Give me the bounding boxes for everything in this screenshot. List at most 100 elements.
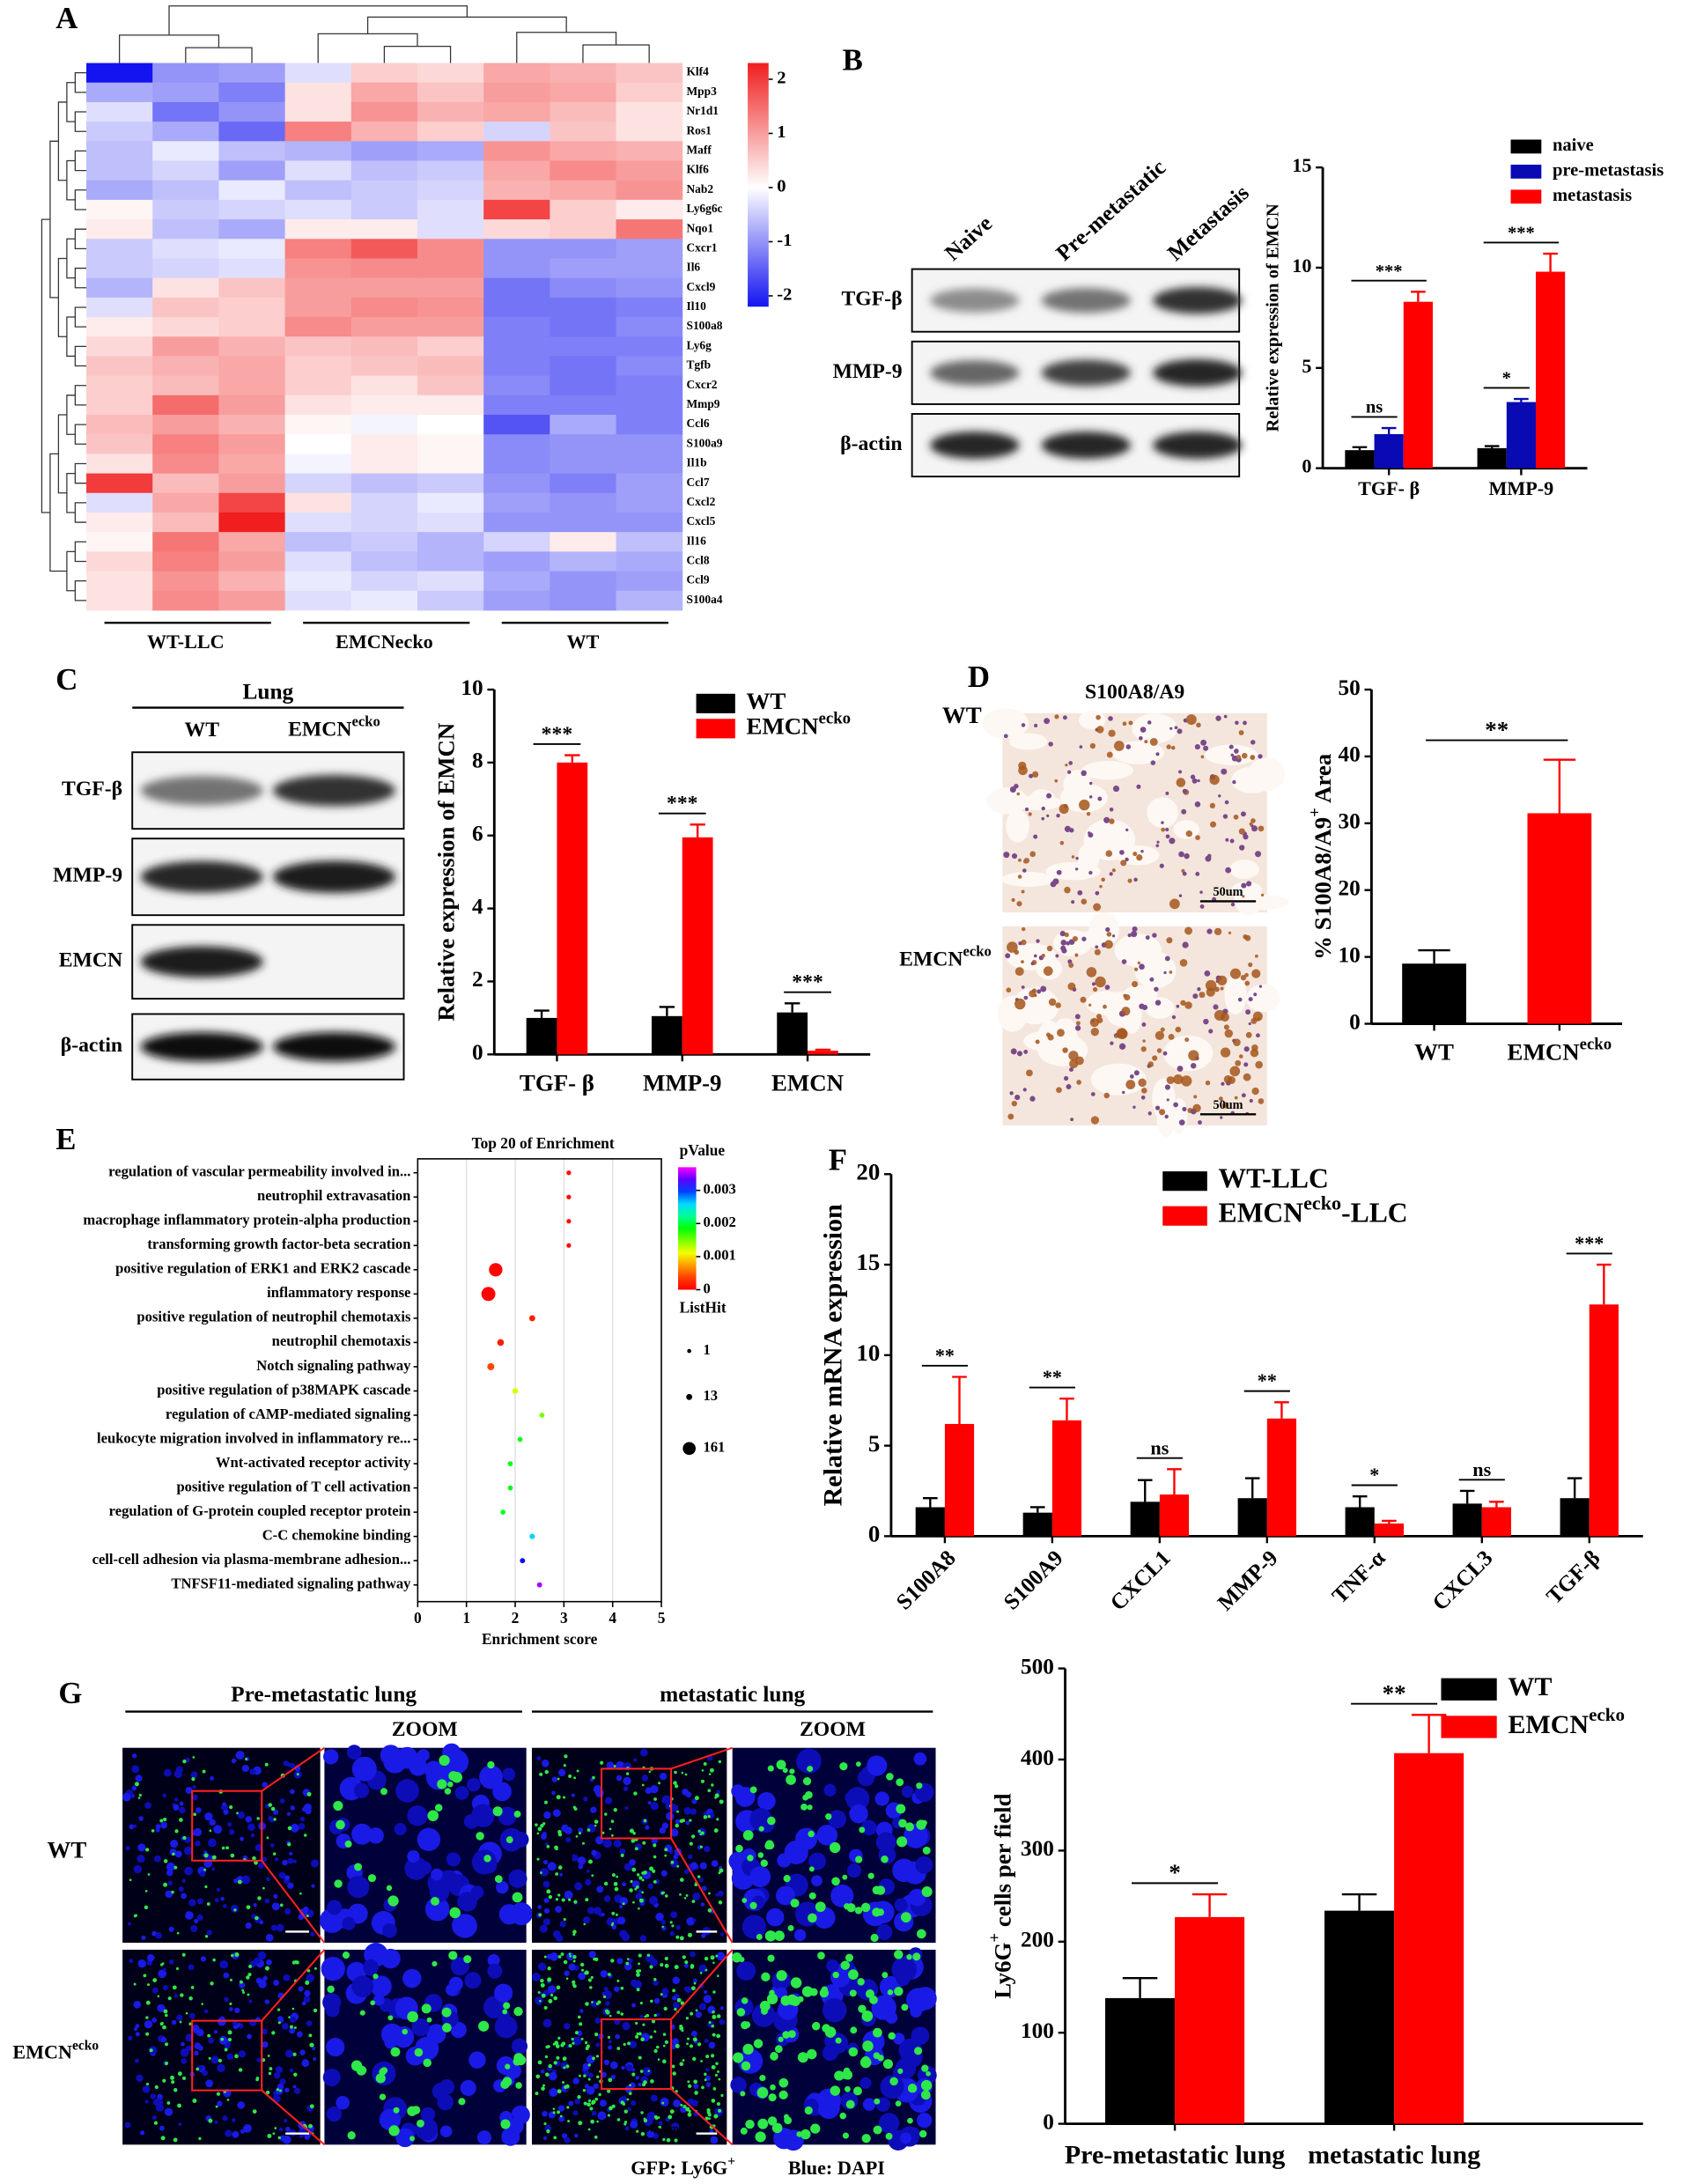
heatmap-cell <box>218 395 286 416</box>
nucleus <box>1088 795 1093 799</box>
nucleus <box>1223 714 1228 719</box>
nucleus <box>1174 726 1178 730</box>
gfp-signal <box>478 2020 490 2032</box>
gfp-signal <box>500 2119 511 2129</box>
gfp-signal <box>564 1754 568 1759</box>
heatmap-cell <box>550 160 617 181</box>
dapi-signal <box>716 1789 720 1795</box>
dapi-signal <box>650 1802 659 1811</box>
gfp-signal <box>572 1805 576 1809</box>
dapi-signal <box>283 1974 291 1981</box>
heatmap-cell <box>350 63 418 84</box>
nucleus <box>1155 1105 1161 1110</box>
nucleus <box>1029 773 1034 778</box>
heatmap-cell <box>152 375 219 396</box>
stain-spot <box>1180 1000 1186 1006</box>
gfp-signal <box>586 2044 590 2048</box>
dapi-signal <box>672 2038 680 2046</box>
nucleus <box>1075 856 1079 860</box>
gfp-signal <box>635 2021 638 2025</box>
stain-spot <box>1166 1076 1175 1085</box>
gfp-signal <box>590 1975 594 1980</box>
dendrogram <box>66 159 76 201</box>
gfp-signal <box>616 2047 621 2050</box>
heatmap-cell <box>284 317 352 337</box>
dapi-signal <box>607 2045 613 2050</box>
dapi-signal <box>487 1963 503 1979</box>
stain-spot <box>1048 998 1057 1007</box>
heatmap-cell <box>218 63 286 84</box>
dapi-signal <box>685 1791 692 1798</box>
dapi-signal <box>247 1823 255 1832</box>
dapi-signal <box>289 1762 295 1769</box>
bar <box>1130 1502 1160 1537</box>
dapi-signal <box>537 1962 547 1971</box>
gfp-signal <box>714 2073 718 2077</box>
dapi-signal <box>698 1964 707 1973</box>
gfp-signal <box>370 2000 376 2006</box>
bar <box>1022 1512 1052 1537</box>
gfp-signal <box>771 2122 783 2134</box>
gfp-signal <box>427 1810 439 1822</box>
bar <box>915 1507 945 1537</box>
nucleus <box>1111 868 1116 873</box>
dapi-signal <box>200 1956 207 1962</box>
dendrogram <box>66 550 76 592</box>
gfp-signal <box>700 1779 705 1783</box>
nucleus <box>1191 778 1198 784</box>
nucleus <box>1140 727 1147 733</box>
dapi-signal <box>741 1915 766 1939</box>
bar <box>1237 1498 1267 1537</box>
dapi-signal <box>223 1809 229 1815</box>
dapi-signal <box>179 1801 184 1806</box>
dapi-signal <box>219 1959 229 1969</box>
dapi-signal <box>578 1863 584 1870</box>
dapi-signal <box>793 1929 807 1942</box>
gfp-signal <box>661 2101 665 2105</box>
dapi-signal <box>666 1811 675 1821</box>
gfp-signal <box>778 2077 789 2088</box>
heatmap-cell <box>417 356 484 377</box>
dapi-signal <box>197 2045 203 2051</box>
row-label: Cxcl2 <box>686 495 715 508</box>
dapi-signal <box>141 1935 146 1940</box>
gfp-signal <box>719 1799 724 1804</box>
dapi-signal <box>160 1821 168 1829</box>
heatmap-cell <box>483 590 550 611</box>
heatmap-cell <box>417 101 484 122</box>
nucleus <box>1221 768 1228 775</box>
gfp-signal <box>701 1769 705 1772</box>
gfp-signal <box>492 1806 503 1817</box>
gfp-signal <box>145 2032 150 2036</box>
heatmap-cell <box>483 492 550 513</box>
gfp-signal <box>572 1984 577 1988</box>
legend-swatch <box>1510 164 1542 179</box>
dapi-signal <box>630 1979 638 1987</box>
nucleus <box>1228 931 1232 934</box>
dapi-signal <box>131 1785 137 1791</box>
dapi-signal <box>224 1996 229 2003</box>
dapi-signal <box>184 1846 193 1856</box>
gfp-signal <box>442 2023 452 2033</box>
dapi-signal <box>299 2134 304 2138</box>
gfp-signal <box>756 1933 763 1940</box>
row-label: Ccl8 <box>686 554 709 567</box>
gfp-signal <box>161 1962 165 1965</box>
gfp-signal <box>562 2081 565 2084</box>
dapi-signal <box>351 1975 374 1998</box>
heatmap-cell <box>350 258 418 279</box>
gfp-signal <box>637 1873 640 1877</box>
gfp-signal <box>835 2037 842 2044</box>
gfp-signal <box>716 2033 721 2039</box>
dapi-signal <box>129 1959 134 1964</box>
dapi-signal <box>558 2115 565 2122</box>
gfp-signal <box>757 2118 769 2129</box>
bubble <box>512 1388 519 1394</box>
nucleus <box>1243 834 1249 840</box>
error-bar <box>1418 948 1450 964</box>
dapi-signal <box>604 1797 613 1804</box>
gfp-signal <box>664 1963 669 1968</box>
heatmap-cell <box>284 532 352 552</box>
heatmap-cell <box>616 571 683 592</box>
dapi-signal <box>686 1917 695 1926</box>
